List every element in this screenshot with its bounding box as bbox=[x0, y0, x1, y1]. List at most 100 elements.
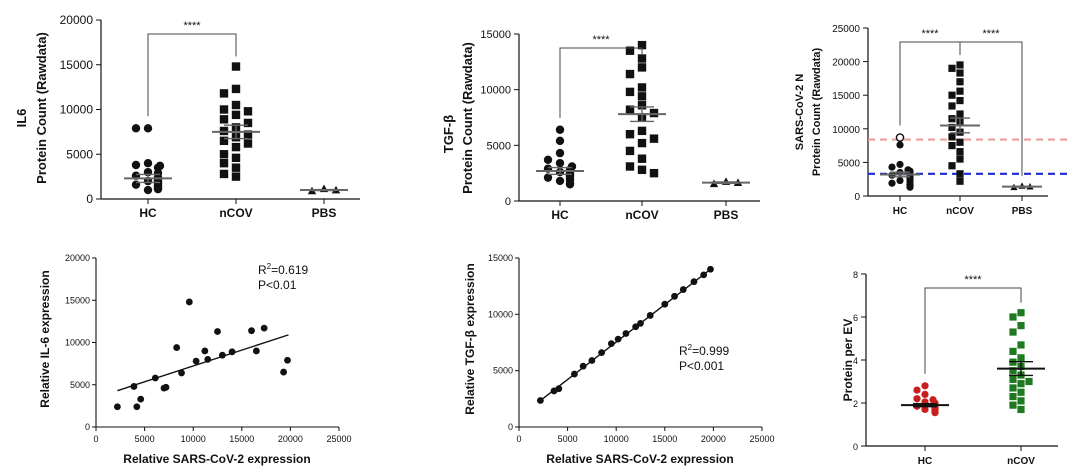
data-point bbox=[571, 370, 578, 378]
y-tick-label: 5000 bbox=[66, 147, 93, 161]
data-point bbox=[614, 335, 622, 343]
data-point bbox=[231, 100, 241, 110]
data-point bbox=[1009, 392, 1017, 401]
y-tick-label: 10000 bbox=[65, 338, 90, 348]
data-point bbox=[133, 403, 141, 411]
r2-sup: 2 bbox=[688, 343, 693, 352]
data-point bbox=[137, 395, 145, 403]
significance-label: **** bbox=[592, 34, 610, 46]
data-point bbox=[1009, 328, 1017, 336]
data-point bbox=[649, 168, 659, 178]
y-tick-label: 8 bbox=[853, 270, 858, 280]
data-point bbox=[153, 184, 163, 194]
y-tick-label: 10000 bbox=[60, 103, 94, 117]
data-point bbox=[218, 351, 226, 359]
data-point bbox=[228, 348, 236, 356]
y-tick-label: 10000 bbox=[832, 125, 860, 136]
significance-bracket bbox=[559, 47, 643, 118]
category-label: nCOV bbox=[946, 206, 974, 217]
significance-label: **** bbox=[982, 28, 1000, 40]
data-point bbox=[280, 368, 287, 376]
x-tick-label: 20000 bbox=[701, 434, 726, 444]
data-point bbox=[178, 369, 185, 377]
y-tick-label: 5000 bbox=[838, 158, 861, 169]
plot-area: 0 5000 10000 15000 20000 0 5000 10000 15000 20000… bbox=[65, 253, 352, 444]
data-point bbox=[219, 136, 229, 146]
r2-annotation: R2=0.619 bbox=[258, 262, 308, 277]
data-point bbox=[888, 179, 896, 187]
y-tick-label: 0 bbox=[85, 422, 90, 432]
y-tick-label: 0 bbox=[86, 192, 93, 206]
category-label: PBS bbox=[312, 206, 337, 220]
r2-sup: 2 bbox=[267, 262, 272, 271]
data-point bbox=[248, 327, 255, 335]
data-point bbox=[607, 340, 615, 348]
ylabel: Protein Count (Rawdata) bbox=[460, 42, 475, 194]
panel-il6-correlation: Relative IL-6 expression Relative SARS-C… bbox=[38, 253, 352, 466]
data-point bbox=[588, 357, 596, 364]
data-point bbox=[625, 46, 635, 55]
data-point bbox=[1009, 375, 1017, 383]
data-point bbox=[913, 386, 921, 394]
data-point bbox=[931, 409, 939, 417]
panel-il6-protein-count: IL6 Protein Count (Rawdata) 0 5000 10000 15… bbox=[14, 13, 360, 220]
y-tick-label: 20000 bbox=[832, 58, 860, 69]
data-point bbox=[1009, 313, 1017, 321]
y-tick-label: 20000 bbox=[60, 13, 94, 27]
data-point bbox=[204, 356, 212, 363]
category-label: nCOV bbox=[625, 208, 658, 222]
data-point bbox=[956, 78, 964, 86]
x-tick-label: 5000 bbox=[558, 434, 578, 444]
data-point bbox=[231, 62, 241, 71]
data-point bbox=[913, 395, 921, 403]
significance-bracket bbox=[147, 33, 237, 117]
category-label: PBS bbox=[714, 208, 739, 222]
category-label: HC bbox=[139, 206, 157, 220]
y-tick-label: 0 bbox=[505, 196, 511, 208]
ylabel: Protein Count (Rawdata) bbox=[34, 32, 49, 184]
data-point bbox=[625, 69, 635, 79]
data-point bbox=[690, 278, 698, 286]
data-point bbox=[896, 160, 904, 169]
panel-sars-cov2-n-protein-count: SARS-CoV-2 N Protein Count (Rawdata) 0 50… bbox=[794, 24, 1068, 217]
data-point bbox=[260, 324, 268, 332]
x-tick-label: 5000 bbox=[135, 434, 155, 444]
data-point bbox=[956, 155, 964, 163]
data-point bbox=[895, 133, 905, 142]
r2-value: =0.619 bbox=[271, 263, 308, 277]
data-point bbox=[948, 133, 956, 141]
y-tick-label: 4 bbox=[853, 356, 858, 366]
data-point bbox=[231, 110, 241, 120]
data-point bbox=[1025, 377, 1033, 386]
ylabel-top: IL6 bbox=[14, 109, 29, 128]
y-tick-label: 5000 bbox=[70, 380, 90, 390]
data-point bbox=[185, 298, 193, 306]
panel-protein-per-ev: Protein per EV 0 2 4 6 8 HC nCOV **** bbox=[841, 270, 1058, 467]
data-point bbox=[661, 300, 669, 308]
category-label: nCOV bbox=[219, 206, 252, 220]
data-point bbox=[956, 138, 964, 146]
data-point bbox=[956, 87, 964, 95]
data-point bbox=[637, 54, 647, 63]
data-point bbox=[231, 163, 241, 172]
y-tick-label: 0 bbox=[853, 442, 858, 452]
data-point bbox=[130, 383, 138, 390]
data-point bbox=[1017, 309, 1025, 317]
panel-tgfb-correlation: Relative TGF-β expression Relative SARS-… bbox=[463, 253, 775, 466]
data-point bbox=[637, 101, 647, 110]
data-point bbox=[219, 105, 229, 114]
x-tick-label: 25000 bbox=[326, 434, 351, 444]
data-point bbox=[896, 141, 904, 149]
data-point bbox=[1017, 405, 1025, 414]
plot-area: 0 5000 10000 15000 20000 HC nCOV PBS **** bbox=[60, 13, 360, 220]
significance-bracket bbox=[899, 41, 961, 126]
data-point bbox=[565, 180, 575, 189]
plot-area: 0 5000 10000 15000 0 5000 10000 15000 20000 25000 bbox=[488, 253, 775, 444]
y-tick-label: 0 bbox=[854, 192, 860, 203]
data-point bbox=[956, 170, 964, 178]
x-tick-label: 15000 bbox=[229, 434, 254, 444]
data-point bbox=[555, 136, 565, 146]
data-point bbox=[921, 382, 929, 390]
xlabel: Relative SARS-CoV-2 expression bbox=[546, 452, 733, 466]
plot-area: 0 5000 10000 15000 20000 25000 HC nCOV PBS **** **… bbox=[832, 24, 1068, 217]
